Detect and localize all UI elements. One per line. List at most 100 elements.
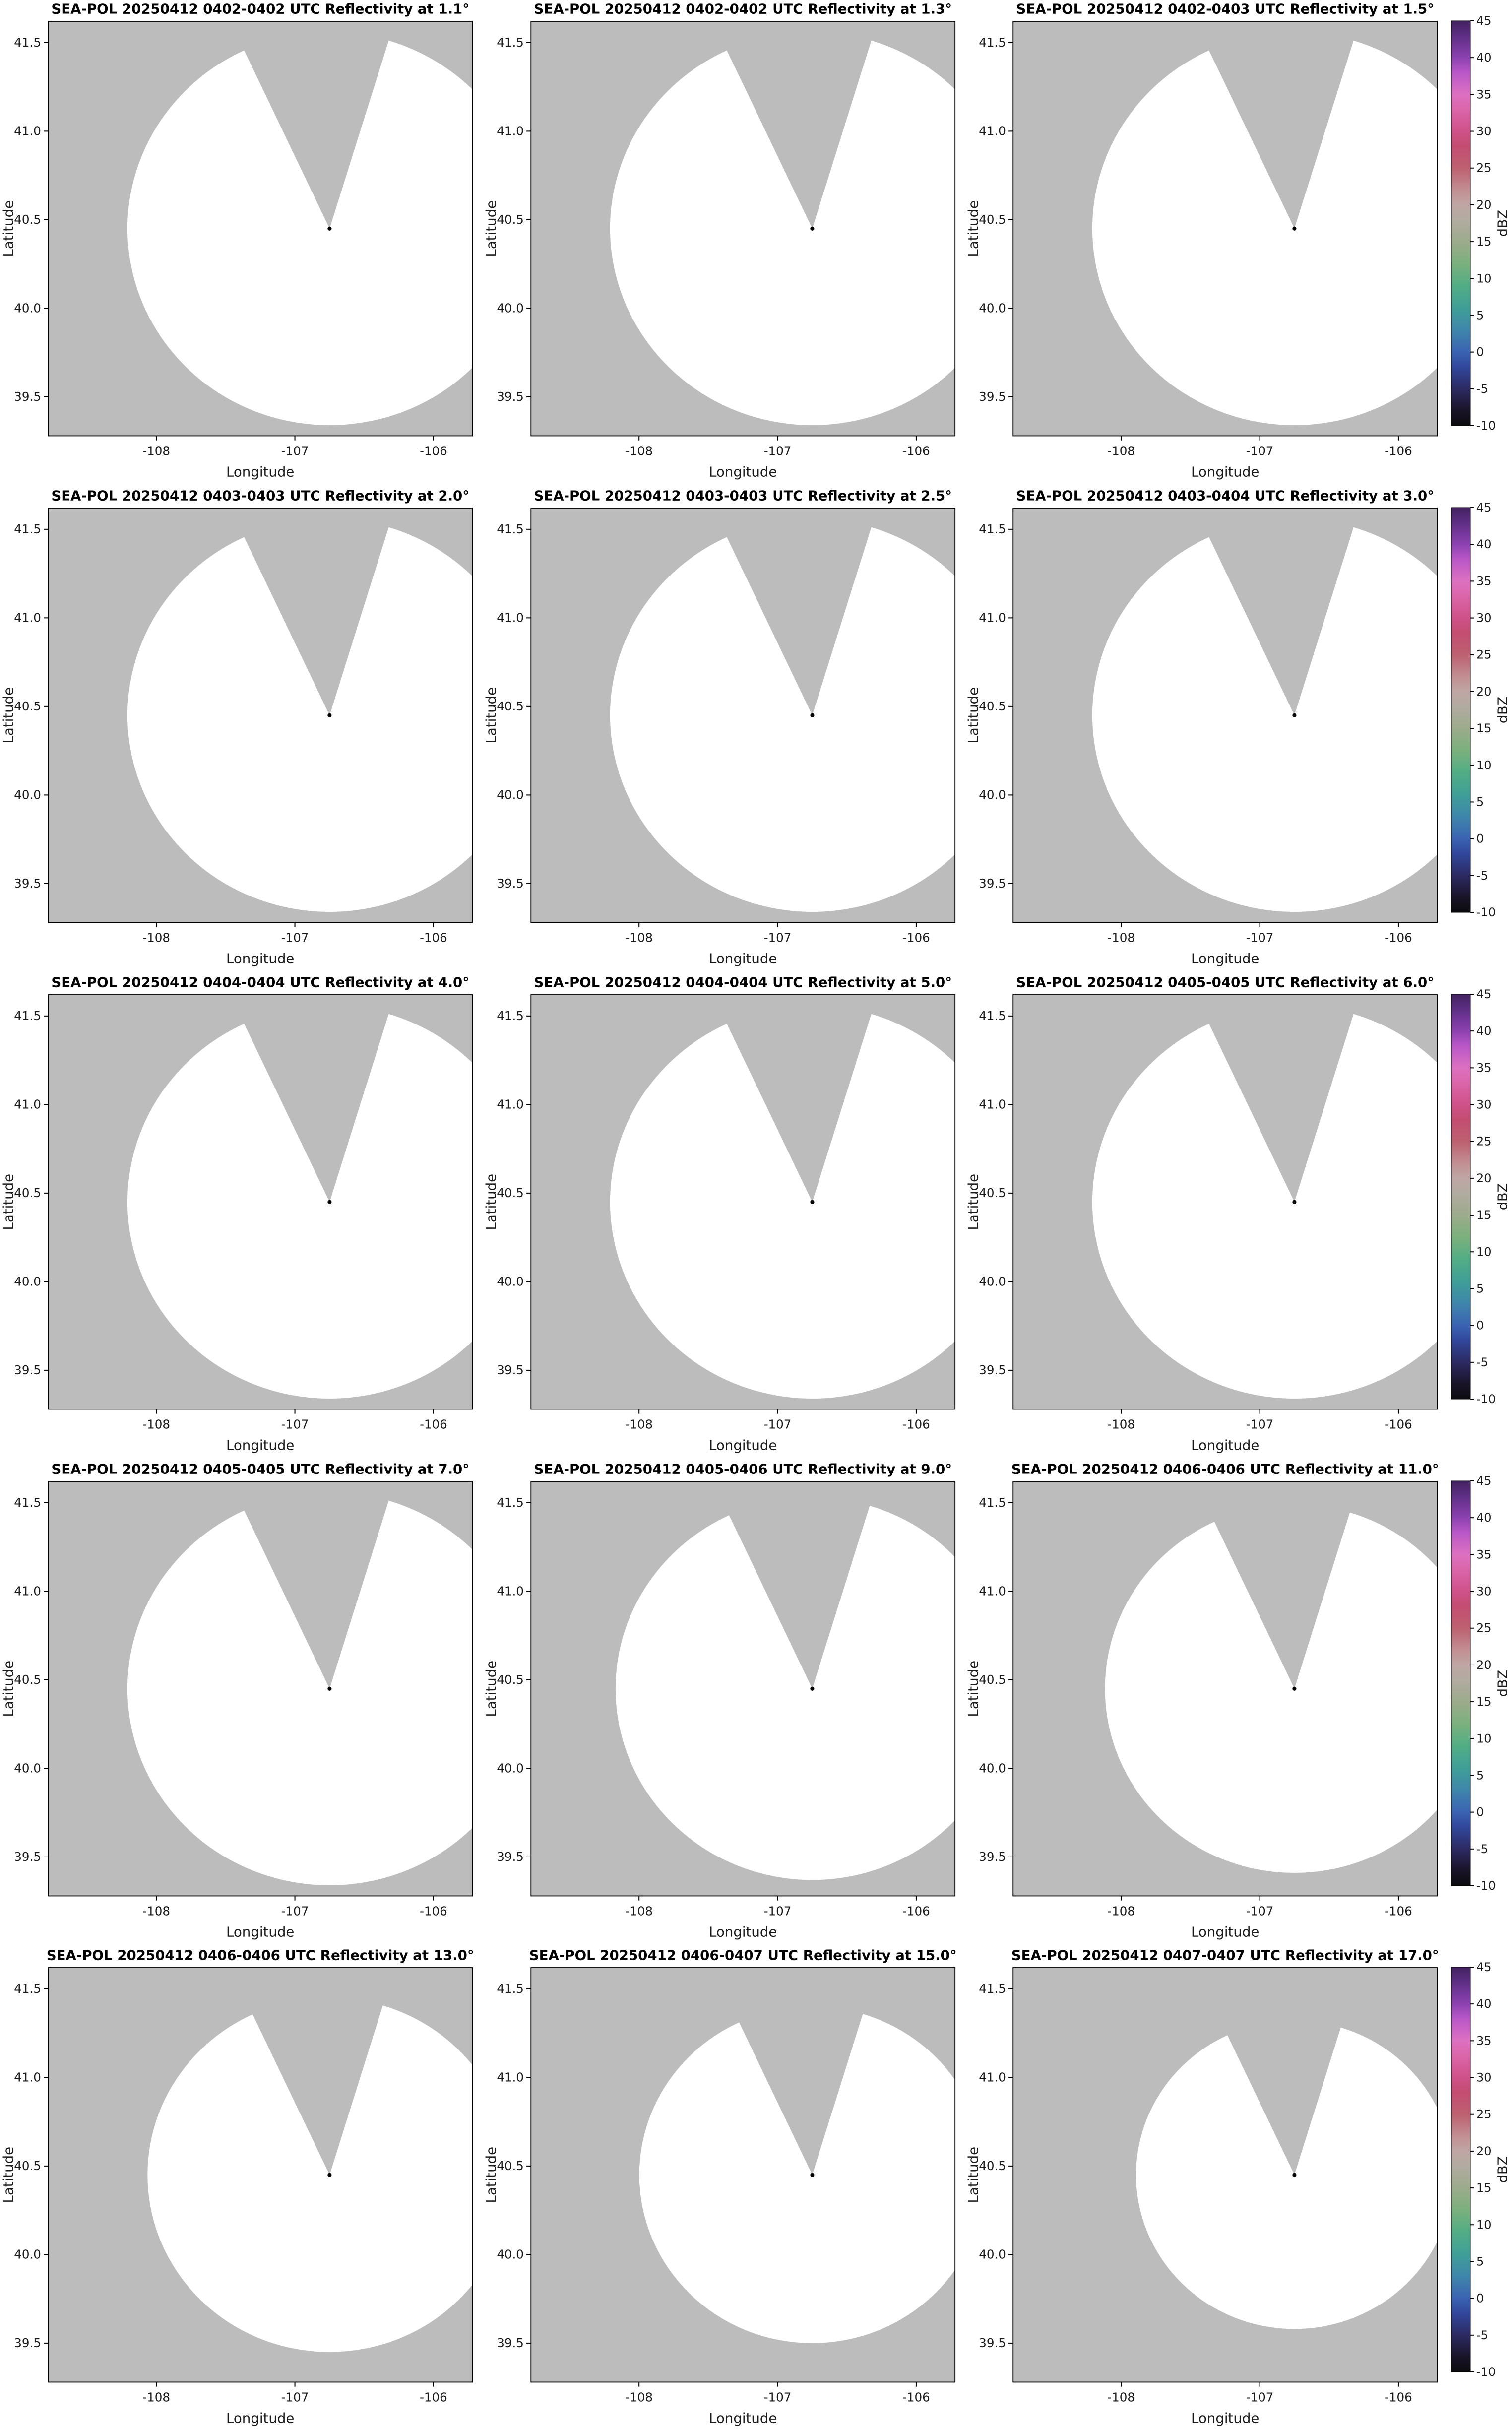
y-tick-label: 41.0 bbox=[497, 1584, 524, 1598]
y-axis-label: Latitude bbox=[483, 2147, 499, 2203]
radar-coverage-circle bbox=[610, 518, 955, 912]
y-tick-label: 41.0 bbox=[14, 124, 41, 138]
colorbar-tick-label: 40 bbox=[1476, 1997, 1492, 2011]
radar-coverage-circle bbox=[639, 2007, 955, 2344]
y-tick-label: 41.0 bbox=[14, 2070, 41, 2085]
radar-coverage-circle bbox=[610, 1005, 955, 1399]
y-tick-label: 40.0 bbox=[979, 787, 1007, 802]
radar-coverage-circle bbox=[147, 1998, 473, 2353]
x-tick-label: -108 bbox=[1108, 1904, 1135, 1918]
y-tick-label: 41.0 bbox=[497, 2070, 524, 2085]
y-tick-label: 40.0 bbox=[14, 1761, 41, 1775]
radar-panel: SEA-POL 20250412 0403-0403 UTC Reflectiv… bbox=[483, 488, 955, 966]
colorbar-title: dBZ bbox=[1495, 1669, 1511, 1696]
colorbar-gradient bbox=[1451, 20, 1471, 426]
colorbar-tick-label: 0 bbox=[1476, 832, 1484, 845]
radar-location-dot bbox=[1292, 2173, 1297, 2177]
blocked-sector-wedge bbox=[1195, 1481, 1360, 1689]
blocked-sector-wedge bbox=[230, 21, 395, 229]
y-tick-label: 41.0 bbox=[497, 124, 524, 138]
panel-title: SEA-POL 20250412 0403-0403 UTC Reflectiv… bbox=[534, 488, 952, 504]
y-tick-label: 40.0 bbox=[497, 301, 524, 316]
x-axis-label: Longitude bbox=[709, 1437, 777, 1453]
y-tick-label: 41.5 bbox=[14, 1009, 41, 1023]
y-tick-label: 39.5 bbox=[14, 876, 41, 891]
colorbar-tick-label: 45 bbox=[1476, 501, 1492, 514]
colorbar-tick-label: 15 bbox=[1476, 235, 1492, 249]
y-tick-label: 40.0 bbox=[497, 1761, 524, 1775]
colorbar-tick-label: 5 bbox=[1476, 308, 1484, 322]
radar-location-dot bbox=[810, 226, 815, 231]
y-axis-label: Latitude bbox=[483, 1660, 499, 1717]
y-axis-label: Latitude bbox=[0, 1174, 17, 1230]
radar-location-dot bbox=[1292, 226, 1297, 231]
x-tick-label: -106 bbox=[902, 1417, 930, 1431]
colorbar-tick-label: 10 bbox=[1476, 1245, 1492, 1259]
radar-coverage-circle bbox=[1092, 518, 1438, 912]
radar-panel: SEA-POL 20250412 0403-0404 UTC Reflectiv… bbox=[965, 488, 1438, 966]
blocked-sector-wedge bbox=[1195, 1968, 1360, 2176]
x-tick-label: -106 bbox=[902, 1904, 930, 1918]
colorbar-tick-label: -10 bbox=[1476, 2365, 1496, 2379]
y-tick-label: 41.0 bbox=[497, 1097, 524, 1111]
colorbar-tick-label: 15 bbox=[1476, 1695, 1492, 1709]
radar-location-dot bbox=[1292, 1200, 1297, 1204]
panel-title: SEA-POL 20250412 0406-0406 UTC Reflectiv… bbox=[1011, 1461, 1439, 1477]
x-axis-label: Longitude bbox=[1191, 950, 1259, 966]
y-axis-label: Latitude bbox=[965, 1660, 982, 1717]
y-tick-label: 39.5 bbox=[14, 389, 41, 404]
colorbar-tick-label: 0 bbox=[1476, 1805, 1484, 1819]
y-tick-label: 39.5 bbox=[497, 876, 524, 891]
x-tick-label: -106 bbox=[420, 1904, 447, 1918]
x-axis-label: Longitude bbox=[709, 463, 777, 480]
plot-border bbox=[48, 994, 473, 1410]
radar-location-dot bbox=[327, 713, 332, 717]
panel-title: SEA-POL 20250412 0402-0402 UTC Reflectiv… bbox=[534, 1, 952, 17]
colorbar: -10 -5 0 5 10 15 20 25 30 35 40 45 dBZ bbox=[1451, 1474, 1511, 1893]
blocked-sector-wedge bbox=[1195, 508, 1360, 715]
panel-title: SEA-POL 20250412 0405-0405 UTC Reflectiv… bbox=[1016, 974, 1435, 990]
x-tick-label: -107 bbox=[281, 930, 309, 945]
y-tick-label: 41.0 bbox=[979, 610, 1007, 625]
colorbar-tick-label: 30 bbox=[1476, 2071, 1492, 2085]
blocked-sector-wedge bbox=[712, 1968, 878, 2176]
y-tick-label: 41.5 bbox=[497, 1495, 524, 1510]
blocked-sector-wedge bbox=[230, 1968, 395, 2176]
x-tick-label: -107 bbox=[763, 1417, 791, 1431]
y-tick-label: 40.0 bbox=[14, 301, 41, 316]
x-axis-label: Longitude bbox=[1191, 1437, 1259, 1453]
radar-location-dot bbox=[810, 713, 815, 717]
y-tick-label: 40.0 bbox=[979, 1761, 1007, 1775]
radar-coverage-circle bbox=[127, 32, 473, 425]
x-tick-label: -107 bbox=[281, 1904, 309, 1918]
colorbar-tick-label: 20 bbox=[1476, 685, 1492, 699]
blocked-sector-wedge bbox=[712, 1481, 878, 1689]
colorbar-tick-label: 35 bbox=[1476, 1061, 1492, 1075]
colorbar-tick-label: 5 bbox=[1476, 2255, 1484, 2269]
y-tick-label: 40.5 bbox=[979, 212, 1007, 227]
x-tick-label: -106 bbox=[902, 930, 930, 945]
colorbar-tick-label: -5 bbox=[1476, 1355, 1488, 1369]
plot-border bbox=[530, 1967, 955, 2383]
y-tick-label: 39.5 bbox=[979, 389, 1007, 404]
colorbar-gradient bbox=[1451, 1967, 1471, 2372]
y-tick-label: 41.5 bbox=[497, 1982, 524, 1996]
colorbar-tick-label: 30 bbox=[1476, 125, 1492, 138]
colorbar-tick-label: 0 bbox=[1476, 1318, 1484, 1332]
y-axis-label: Latitude bbox=[0, 687, 17, 744]
radar-panel: SEA-POL 20250412 0404-0404 UTC Reflectiv… bbox=[483, 974, 955, 1453]
y-tick-label: 40.5 bbox=[497, 2159, 524, 2174]
colorbar-tick-label: 0 bbox=[1476, 345, 1484, 359]
y-tick-label: 41.0 bbox=[979, 124, 1007, 138]
radar-panel: SEA-POL 20250412 0405-0406 UTC Reflectiv… bbox=[483, 1461, 955, 1940]
y-axis-label: Latitude bbox=[483, 1174, 499, 1230]
x-tick-label: -106 bbox=[1385, 2390, 1412, 2405]
x-tick-label: -108 bbox=[625, 930, 653, 945]
colorbar-tick-label: 15 bbox=[1476, 1208, 1492, 1222]
panel-title: SEA-POL 20250412 0404-0404 UTC Reflectiv… bbox=[534, 974, 952, 990]
x-tick-label: -108 bbox=[142, 1904, 170, 1918]
y-tick-label: 41.5 bbox=[979, 35, 1007, 50]
radar-location-dot bbox=[327, 1200, 332, 1204]
colorbar-gradient bbox=[1451, 1480, 1471, 1886]
colorbar-tick-label: 10 bbox=[1476, 271, 1492, 285]
